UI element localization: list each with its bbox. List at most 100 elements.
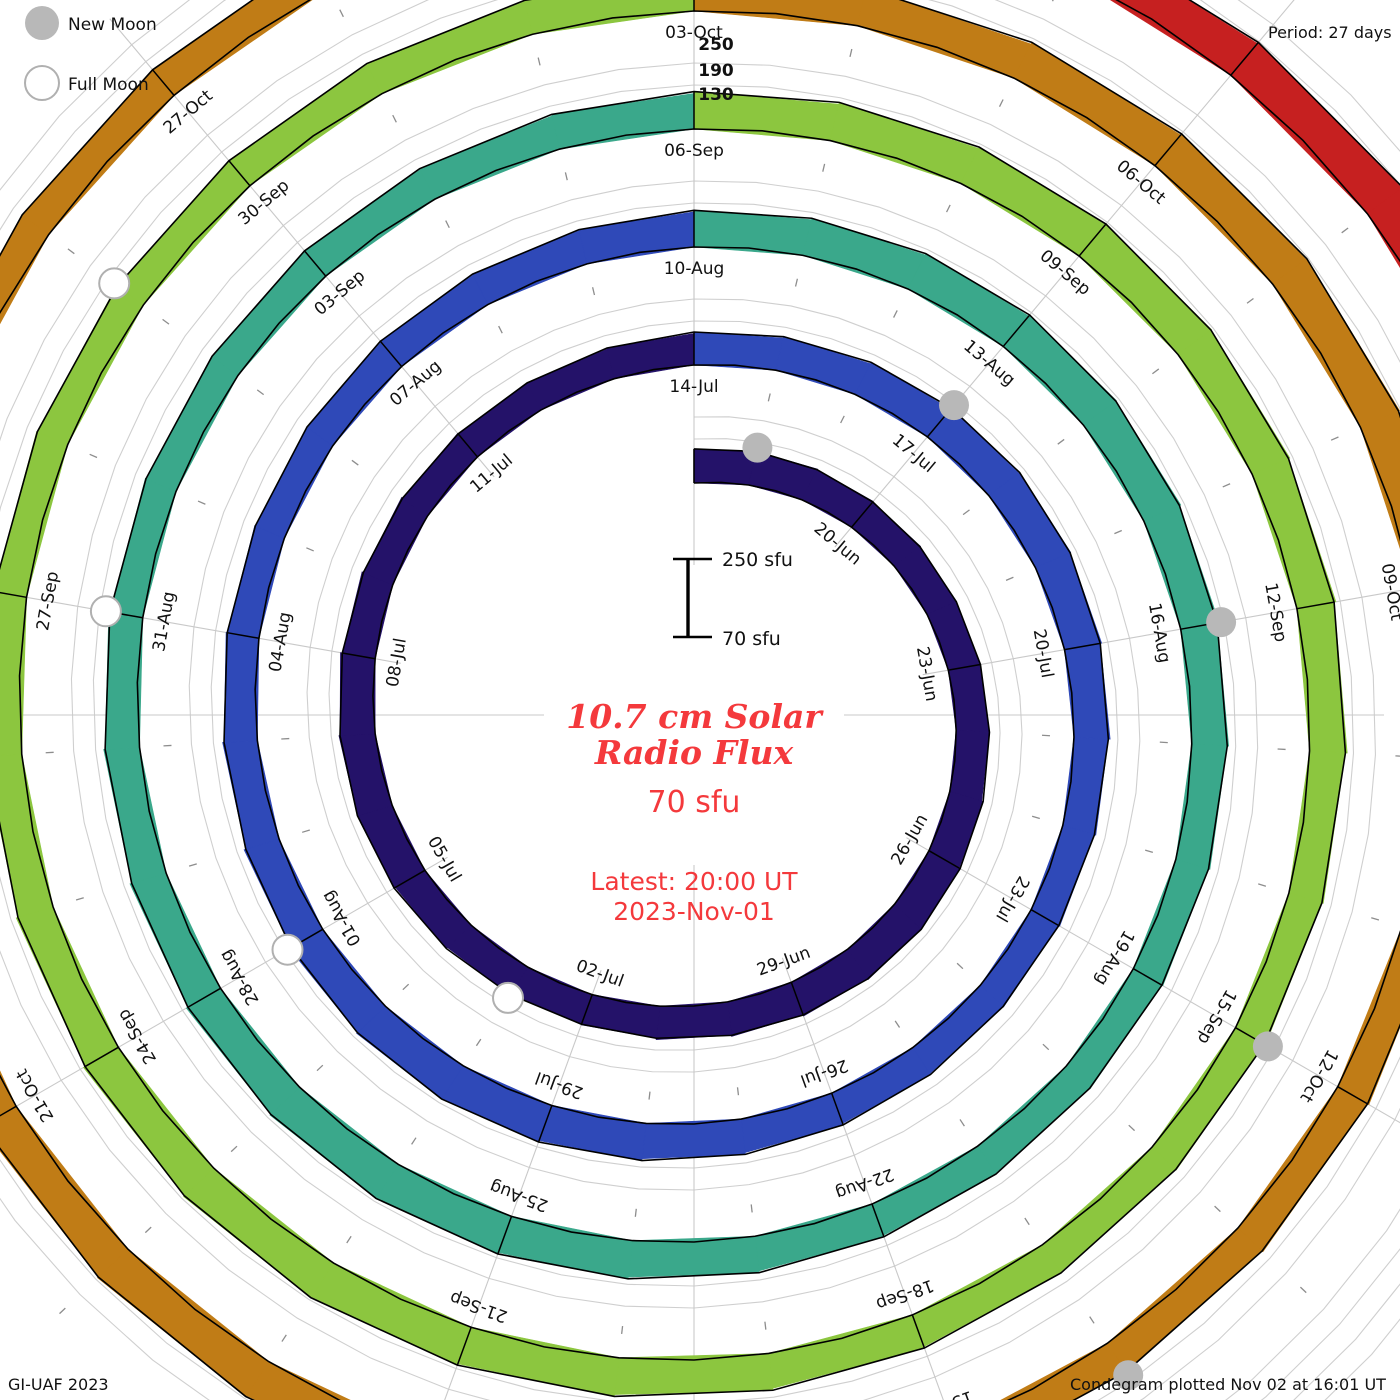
center-title-block: 10.7 cm Solar Radio Flux 70 sfu Latest: … <box>566 697 824 926</box>
current-value: 70 sfu <box>648 785 741 820</box>
day-tick <box>59 1307 66 1315</box>
day-tick <box>230 1145 238 1153</box>
new-moon-legend-label: New Moon <box>68 15 157 35</box>
flux-day-cell <box>1065 968 1163 1090</box>
flux-day-cell <box>907 253 1030 347</box>
day-separator <box>228 160 251 187</box>
date-label: 23-Jun <box>912 645 941 703</box>
chart-title-line1: 10.7 cm Solar <box>566 697 824 736</box>
flux-day-cell <box>0 753 54 918</box>
date-label: 26-Jul <box>798 1055 851 1091</box>
grid-date-spoke <box>338 856 448 921</box>
day-tick <box>962 509 970 516</box>
day-tick <box>188 863 197 867</box>
flux-day-cell <box>1083 400 1182 522</box>
moon-legend: New Moon Full Moon <box>24 6 157 101</box>
flux-day-cell <box>223 632 260 743</box>
day-separator <box>0 591 27 599</box>
date-label: 06-Sep <box>664 141 724 161</box>
day-tick <box>256 389 265 396</box>
flux-day-cell <box>497 1216 633 1280</box>
day-separator <box>1296 601 1335 610</box>
day-tick <box>1258 883 1267 887</box>
grid-date-spoke <box>834 450 917 548</box>
full-moon-marker <box>89 595 122 628</box>
day-tick <box>89 453 98 459</box>
day-separator <box>457 433 479 458</box>
flux-day-cell <box>228 64 383 187</box>
flux-day-cell <box>211 250 327 376</box>
day-tick <box>1214 1205 1221 1213</box>
day-tick <box>537 57 541 66</box>
day-tick <box>1341 227 1349 234</box>
flux-day-cell <box>693 0 864 27</box>
grid-date-spoke <box>822 1068 867 1188</box>
scale-label-bottom: 70 sfu <box>722 628 781 650</box>
flux-day-cell <box>356 1005 464 1100</box>
day-separator <box>948 663 981 671</box>
flux-day-cell <box>775 336 871 395</box>
flux-day-cell <box>1062 736 1109 836</box>
day-tick <box>849 48 853 58</box>
flux-day-cell <box>1251 458 1337 610</box>
flux-day-cell <box>912 984 1004 1075</box>
grid-date-spoke <box>160 620 285 644</box>
day-tick <box>1031 815 1040 820</box>
day-tick <box>634 1208 637 1217</box>
day-tick <box>1128 1124 1136 1132</box>
date-label: 03-Oct <box>665 23 723 43</box>
latest-time: Latest: 20:00 UT <box>590 867 798 896</box>
flux-day-cell <box>1078 223 1213 356</box>
flux-day-cell <box>254 426 334 539</box>
day-tick <box>351 459 359 466</box>
full-moon-marker <box>271 933 304 966</box>
day-tick <box>1246 297 1254 304</box>
day-separator <box>342 652 376 660</box>
flux-day-cell <box>1030 825 1095 927</box>
day-tick <box>445 220 450 229</box>
flux-day-cell <box>1177 329 1291 475</box>
day-tick <box>1051 0 1054 2</box>
day-separator <box>1337 1086 1368 1105</box>
flux-day-cell <box>0 592 27 756</box>
day-tick <box>840 415 845 424</box>
day-tick <box>475 1038 482 1047</box>
day-separator <box>537 1105 553 1143</box>
day-tick <box>402 983 410 991</box>
flux-day-cell <box>740 1092 844 1153</box>
axis-label-190: 190 <box>698 61 734 81</box>
day-tick <box>1144 849 1154 853</box>
flux-day-cell <box>288 928 386 1034</box>
grid-date-spoke <box>1314 1073 1400 1124</box>
grid-date-spoke <box>109 18 192 116</box>
day-tick <box>621 1325 624 1335</box>
chart-title-line2: Radio Flux <box>594 733 794 772</box>
date-label: 14-Jul <box>669 377 718 397</box>
flux-day-cell <box>1175 743 1228 870</box>
flux-day-cell <box>1000 1342 1127 1400</box>
day-separator <box>393 869 426 889</box>
grid-date-spoke <box>862 1179 907 1299</box>
date-label: 31-Aug <box>149 590 179 653</box>
flux-day-cell <box>1110 0 1258 76</box>
date-label: 04-Aug <box>265 611 295 674</box>
full-moon-marker <box>98 267 131 300</box>
scale-bar: 250 sfu 70 sfu <box>673 549 793 650</box>
day-separator <box>497 1216 513 1255</box>
day-tick <box>998 99 1004 107</box>
day-separator <box>850 501 874 528</box>
period-label: Period: 27 days <box>1268 23 1392 42</box>
flux-day-cell <box>269 1086 399 1199</box>
date-label: 20-Jul <box>1029 628 1057 680</box>
day-separator <box>580 994 593 1025</box>
day-tick <box>591 287 596 296</box>
day-tick <box>1114 529 1123 535</box>
flux-day-cell <box>185 987 300 1115</box>
day-separator <box>379 340 403 368</box>
day-separator <box>928 850 961 870</box>
